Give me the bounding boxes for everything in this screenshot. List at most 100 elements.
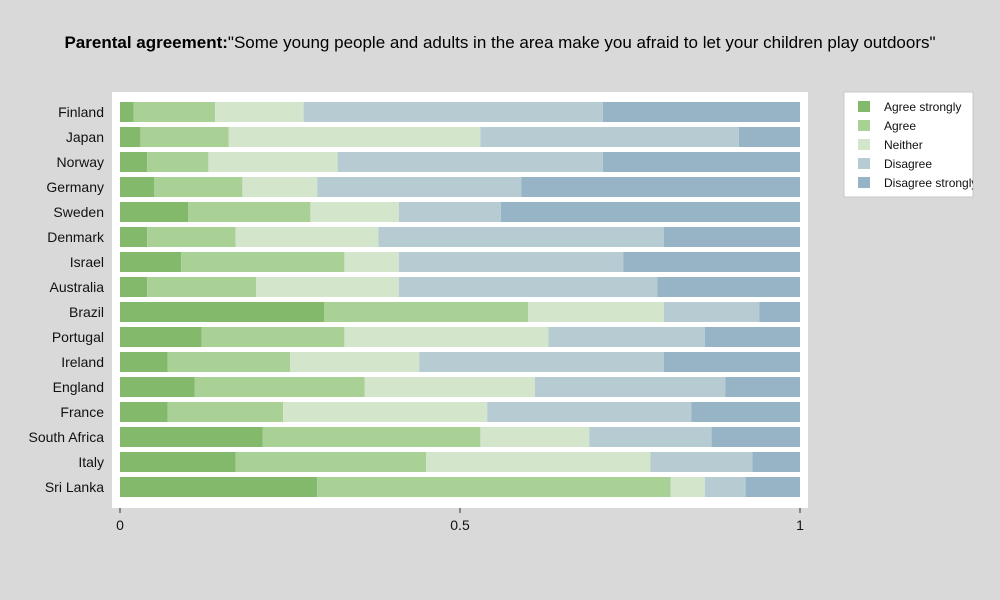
bar-israel-disagree bbox=[398, 252, 624, 272]
bar-australia-agree-strongly bbox=[120, 277, 148, 297]
legend-label-agree: Agree bbox=[884, 119, 916, 133]
bar-germany-agree bbox=[154, 177, 243, 197]
bar-england-neither bbox=[364, 377, 535, 397]
bar-england-disagree bbox=[534, 377, 726, 397]
bar-finland-neither bbox=[215, 102, 304, 122]
bar-denmark-disagree bbox=[378, 227, 664, 247]
bar-south-africa-agree-strongly bbox=[120, 427, 263, 447]
category-label-sri-lanka: Sri Lanka bbox=[45, 479, 104, 495]
category-label-germany: Germany bbox=[46, 179, 104, 195]
bar-france-agree-strongly bbox=[120, 402, 168, 422]
bar-germany-agree-strongly bbox=[120, 177, 154, 197]
bar-sweden-disagree-strongly bbox=[500, 202, 800, 222]
category-label-sweden: Sweden bbox=[53, 204, 104, 220]
bar-france-disagree bbox=[487, 402, 692, 422]
legend-swatch-neither bbox=[858, 139, 870, 150]
bar-sweden-neither bbox=[310, 202, 399, 222]
bar-portugal-disagree-strongly bbox=[704, 327, 800, 347]
bar-japan-agree-strongly bbox=[120, 127, 141, 147]
bar-sri-lanka-agree bbox=[317, 477, 671, 497]
bar-norway-agree-strongly bbox=[120, 152, 148, 172]
category-label-japan: Japan bbox=[66, 129, 104, 145]
category-label-italy: Italy bbox=[78, 454, 104, 470]
bar-ireland-agree-strongly bbox=[120, 352, 168, 372]
bar-italy-disagree bbox=[650, 452, 753, 472]
bar-norway-disagree bbox=[337, 152, 603, 172]
category-label-norway: Norway bbox=[57, 154, 104, 170]
chart-title-bold: Parental agreement: bbox=[64, 33, 228, 52]
bar-england-agree-strongly bbox=[120, 377, 195, 397]
bar-south-africa-disagree-strongly bbox=[711, 427, 800, 447]
legend-label-disagree-strongly: Disagree strongly bbox=[884, 176, 977, 190]
bar-japan-neither bbox=[228, 127, 481, 147]
bar-brazil-agree-strongly bbox=[120, 302, 324, 322]
legend-swatch-agree-strongly bbox=[858, 101, 870, 112]
bar-sweden-disagree bbox=[398, 202, 501, 222]
bar-italy-agree-strongly bbox=[120, 452, 236, 472]
bar-england-agree bbox=[194, 377, 365, 397]
bar-portugal-agree bbox=[201, 327, 345, 347]
bar-norway-agree bbox=[147, 152, 209, 172]
chart-title-text: "Some young people and adults in the are… bbox=[227, 33, 936, 52]
category-label-south-africa: South Africa bbox=[29, 429, 105, 445]
bar-france-agree bbox=[167, 402, 284, 422]
category-label-portugal: Portugal bbox=[52, 329, 104, 345]
bar-brazil-disagree-strongly bbox=[759, 302, 800, 322]
legend-label-neither: Neither bbox=[884, 138, 923, 152]
bar-finland-agree bbox=[133, 102, 216, 122]
category-label-denmark: Denmark bbox=[47, 229, 105, 245]
bar-sri-lanka-neither bbox=[670, 477, 705, 497]
bar-france-disagree-strongly bbox=[691, 402, 800, 422]
bar-sri-lanka-agree-strongly bbox=[120, 477, 318, 497]
bar-denmark-agree-strongly bbox=[120, 227, 148, 247]
bar-australia-agree bbox=[147, 277, 256, 297]
bar-sweden-agree bbox=[188, 202, 311, 222]
bar-israel-neither bbox=[344, 252, 399, 272]
bar-germany-disagree-strongly bbox=[521, 177, 800, 197]
bar-south-africa-neither bbox=[480, 427, 590, 447]
bar-sri-lanka-disagree bbox=[704, 477, 746, 497]
bar-germany-disagree bbox=[317, 177, 522, 197]
bar-australia-neither bbox=[256, 277, 399, 297]
x-axis: 0 0.5 1 bbox=[116, 508, 804, 533]
bar-israel-agree bbox=[181, 252, 345, 272]
bar-japan-agree bbox=[140, 127, 229, 147]
bar-brazil-neither bbox=[528, 302, 664, 322]
bar-norway-disagree-strongly bbox=[602, 152, 800, 172]
bar-finland-disagree-strongly bbox=[602, 102, 800, 122]
bar-brazil-agree bbox=[324, 302, 528, 322]
category-label-england: England bbox=[53, 379, 104, 395]
bar-italy-disagree-strongly bbox=[752, 452, 800, 472]
bars-group bbox=[120, 102, 800, 497]
bar-japan-disagree-strongly bbox=[738, 127, 800, 147]
bar-ireland-disagree bbox=[419, 352, 664, 372]
x-tick-label: 0.5 bbox=[450, 517, 470, 533]
category-label-israel: Israel bbox=[70, 254, 104, 270]
category-label-ireland: Ireland bbox=[61, 354, 104, 370]
category-label-france: France bbox=[60, 404, 104, 420]
bar-denmark-agree bbox=[147, 227, 236, 247]
legend-label-disagree: Disagree bbox=[884, 157, 932, 171]
bar-germany-neither bbox=[242, 177, 318, 197]
category-label-finland: Finland bbox=[58, 104, 104, 120]
bar-norway-neither bbox=[208, 152, 338, 172]
bar-finland-agree-strongly bbox=[120, 102, 134, 122]
bar-south-africa-disagree bbox=[589, 427, 712, 447]
bar-sri-lanka-disagree-strongly bbox=[745, 477, 800, 497]
bar-australia-disagree bbox=[398, 277, 658, 297]
bar-finland-disagree bbox=[303, 102, 603, 122]
category-labels: Finland Japan Norway Germany Sweden Denmark Is… bbox=[29, 104, 105, 495]
x-tick-label: 0 bbox=[116, 517, 124, 533]
bar-south-africa-agree bbox=[262, 427, 481, 447]
bar-italy-neither bbox=[426, 452, 651, 472]
legend-swatch-agree bbox=[858, 120, 870, 131]
legend-swatch-disagree bbox=[858, 158, 870, 169]
bar-ireland-agree bbox=[167, 352, 290, 372]
bar-australia-disagree-strongly bbox=[657, 277, 800, 297]
legend-label-agree-strongly: Agree strongly bbox=[884, 100, 961, 114]
bar-portugal-agree-strongly bbox=[120, 327, 202, 347]
legend-swatch-disagree-strongly bbox=[858, 177, 870, 188]
bar-ireland-disagree-strongly bbox=[664, 352, 800, 372]
